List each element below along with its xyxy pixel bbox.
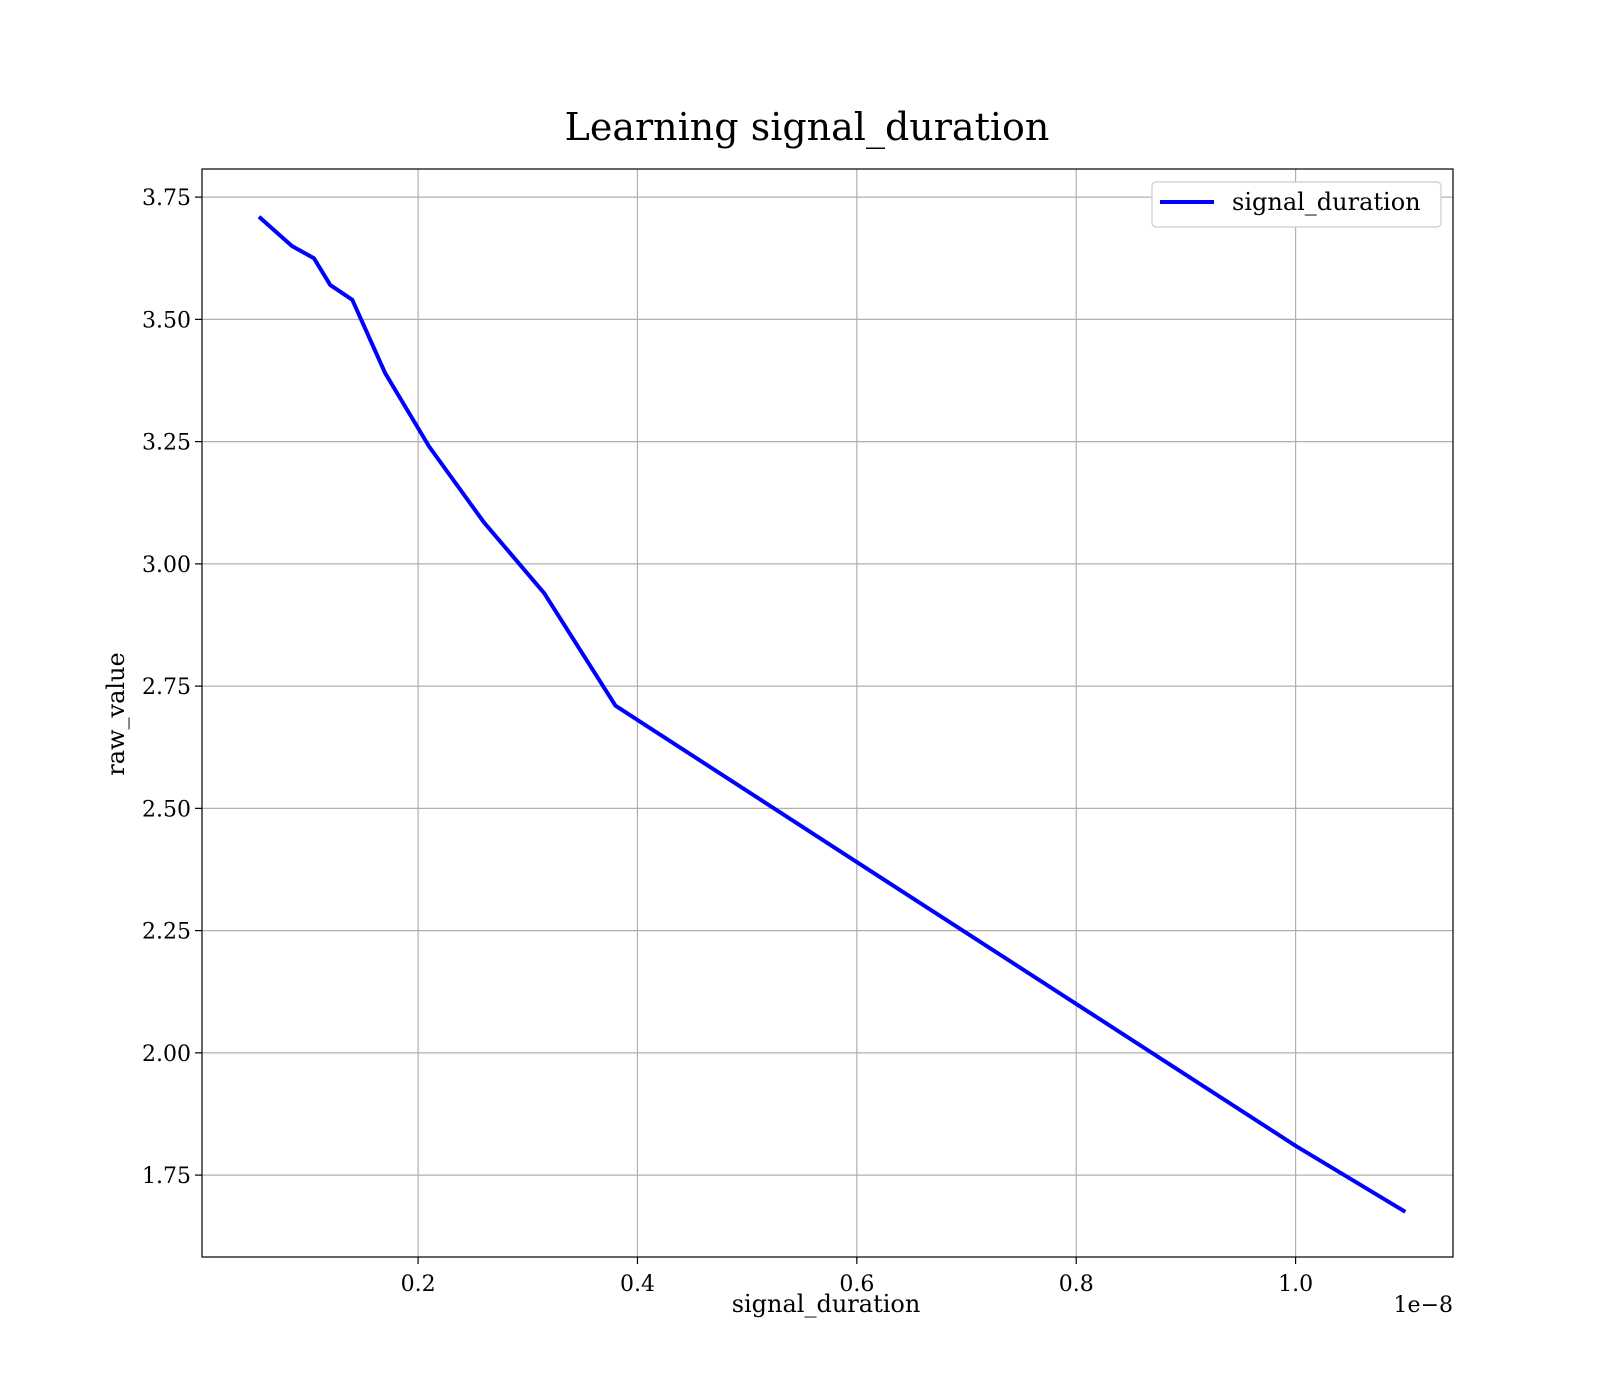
y-tick-label: 3.25 bbox=[142, 431, 191, 456]
y-tick-label: 1.75 bbox=[142, 1164, 191, 1189]
plot-area-frame bbox=[201, 168, 1454, 1258]
legend: signal_duration bbox=[1151, 181, 1442, 228]
x-axis-offset-label: 1e−8 bbox=[1394, 1293, 1453, 1318]
ticks: 0.2 0.4 0.6 0.8 1.0 1.75 2.00 2.25 2.50 2.75 3.00 3… bbox=[142, 186, 1313, 1297]
y-tick-label: 2.50 bbox=[142, 797, 191, 822]
x-tick-label: 0.2 bbox=[401, 1272, 436, 1297]
y-axis-label: raw_value bbox=[102, 652, 130, 776]
x-axis-label: signal_duration bbox=[732, 1290, 921, 1318]
grid bbox=[202, 169, 1453, 1257]
y-tick-label: 2.75 bbox=[142, 675, 191, 700]
chart-title: Learning signal_duration bbox=[565, 105, 1050, 150]
x-tick-label: 0.4 bbox=[620, 1272, 655, 1297]
series-layer bbox=[257, 215, 1407, 1214]
x-tick-label: 0.8 bbox=[1059, 1272, 1094, 1297]
legend-label: signal_duration bbox=[1232, 188, 1421, 216]
y-tick-label: 3.75 bbox=[142, 186, 191, 211]
x-tick-label: 0.6 bbox=[839, 1272, 874, 1297]
y-tick-label: 3.00 bbox=[142, 553, 191, 578]
y-tick-label: 3.50 bbox=[142, 308, 191, 333]
legend-frame bbox=[1151, 181, 1442, 228]
x-tick-label: 1.0 bbox=[1278, 1272, 1313, 1297]
series-line-signal_duration bbox=[257, 215, 1407, 1214]
y-tick-label: 2.00 bbox=[142, 1042, 191, 1067]
y-tick-label: 2.25 bbox=[142, 920, 191, 945]
